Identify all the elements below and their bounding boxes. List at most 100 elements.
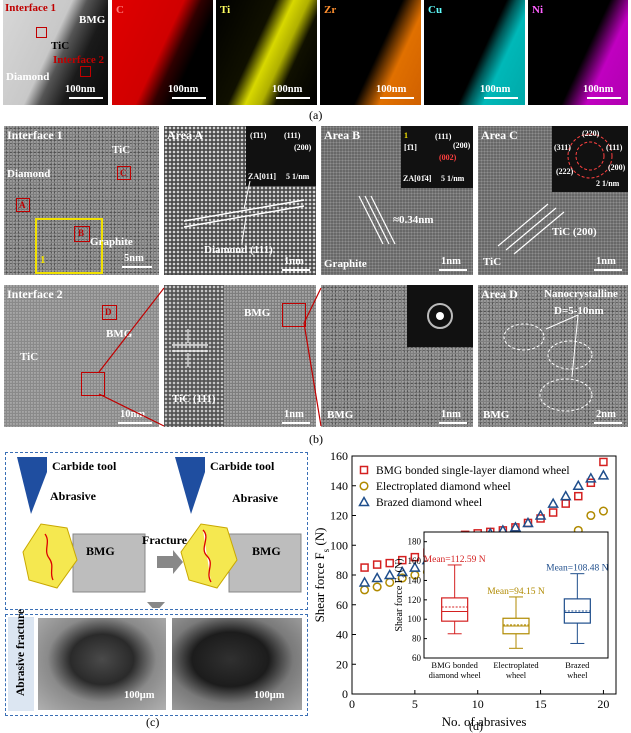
y-tick-label: 160 <box>330 449 348 463</box>
map-ti-scale-bar <box>276 97 310 99</box>
map-cu: Cu 100nm <box>424 0 525 105</box>
caption-b: (b) <box>309 432 323 446</box>
area-a-fft: (1̄11) (111) (200) ZA[011] 5 1/nm <box>246 126 316 186</box>
area-d-title: Area D <box>481 287 518 301</box>
area-a-scale: 1nm <box>284 256 304 267</box>
area-d-scale-bar <box>594 422 622 424</box>
area-a-letter: A <box>19 200 26 210</box>
map-zr-scale-bar <box>380 97 414 99</box>
data-point-2 <box>585 472 597 483</box>
inset-cat-2: wheel <box>506 670 527 680</box>
area-b-fringes <box>358 195 396 245</box>
area-d-letter: D <box>105 307 112 317</box>
data-point-2 <box>383 568 396 580</box>
tic111-label: TiC (111) <box>172 393 216 405</box>
region-1-box <box>35 218 103 274</box>
y-tick-label: 60 <box>336 598 348 612</box>
map-ni-label: Ni <box>532 4 543 16</box>
data-point-1 <box>397 573 407 583</box>
map-ti-label: Ti <box>220 4 231 16</box>
size-label: D=5-10nm <box>554 305 604 317</box>
data-point-2 <box>559 490 572 501</box>
x-tick-label: 20 <box>597 697 609 711</box>
amorphous-rings <box>427 303 453 329</box>
inset-cat-2: wheel <box>567 670 588 680</box>
area-c-fringes <box>497 203 565 255</box>
sem-image-1: 100μm <box>38 618 166 710</box>
legend-marker-1 <box>359 481 369 491</box>
y-tick-label: 0 <box>342 687 348 701</box>
map-ni: Ni 100nm <box>528 0 628 105</box>
bmg-label: BMG <box>244 307 271 319</box>
data-point-2 <box>396 565 409 577</box>
interface1-title: Interface 1 <box>7 128 63 142</box>
area-c-image: Area C (220) (311) (111) (200) (222) 2 1… <box>478 126 628 275</box>
data-point-2 <box>509 521 522 532</box>
carbide-tool-2-label: Carbide tool <box>210 459 275 473</box>
inset-y-tick-label: 140 <box>408 575 422 585</box>
data-point-0 <box>410 552 420 562</box>
area-c-bottom: TiC <box>483 256 502 268</box>
zoom-scale: 1nm <box>284 409 304 420</box>
zoom-connectors <box>98 287 322 427</box>
y-axis-label: Shear force Fs (N) <box>312 528 331 623</box>
inset-y-tick-label: 60 <box>412 653 422 663</box>
diamond-label: Diamond <box>7 168 51 180</box>
fracture-label: Fracture <box>142 533 188 547</box>
data-point-0 <box>360 563 369 572</box>
legend-marker-2 <box>358 495 370 507</box>
map-cu-label: Cu <box>428 4 443 16</box>
fft-a-1-11: (1̄11) <box>250 131 267 140</box>
map-c-scale-bar <box>172 97 206 99</box>
shear-force-chart: 0 20 40 60 80 100 120 140 160 0 5 10 15 20 No. of abra… <box>312 449 617 733</box>
data-point-1 <box>360 585 370 595</box>
stem-image: Interface 1 BMG TiC Interface 2 Diamond … <box>3 0 108 105</box>
area-c-letter: C <box>120 168 127 178</box>
interface1-label: Interface 1 <box>5 2 57 14</box>
abrasive-1-label: Abrasive <box>50 489 96 503</box>
interface1-scale: 5nm <box>124 253 144 264</box>
bmg-saed <box>407 285 473 347</box>
interface2-title: Interface 2 <box>7 287 63 301</box>
interface2-label: Interface 2 <box>53 54 105 66</box>
bmg-scale: 1nm <box>441 409 461 420</box>
carbide-tool-2 <box>175 457 205 514</box>
legend-label-2: Brazed diamond wheel <box>376 497 482 509</box>
area-d-scale: 2nm <box>596 409 616 420</box>
data-point-0 <box>586 478 596 488</box>
zoom-scale-bar <box>282 422 310 424</box>
map-cu-scale: 100nm <box>480 84 511 95</box>
data-point-2 <box>522 516 534 528</box>
inset-y-tick-label: 80 <box>412 634 422 644</box>
data-point-0 <box>599 457 608 467</box>
map-c: C 100nm <box>112 0 213 105</box>
box <box>441 597 469 622</box>
y-tick-label: 80 <box>336 568 348 582</box>
scale-bar <box>69 97 103 99</box>
y-tick-label: 120 <box>330 509 348 523</box>
data-point-0 <box>561 499 570 508</box>
data-point-0 <box>372 560 382 569</box>
inset-y-tick-label: 160 <box>408 556 422 566</box>
fft-c-220: (220) <box>582 129 600 138</box>
area-c-scale-bar <box>594 269 622 271</box>
y-tick-label: 140 <box>330 479 348 493</box>
area-d-image: Area D Nanocrystalline D=5-10nm BMG 2nm <box>478 285 628 427</box>
area-b-fft: 1 (111) [1̄1] (200) (002) ZA[01̄4] 5 1/n… <box>401 126 473 188</box>
map-ni-scale-bar <box>587 97 621 99</box>
interface2-box <box>80 66 91 77</box>
area-a-annot: Diamond (111) <box>204 244 273 256</box>
area-b-bottom: Graphite <box>324 258 367 270</box>
bmg-scale-bar <box>439 422 467 424</box>
interface1-image: Interface 1 TiC C Diamond A Graphite B 1… <box>4 126 159 275</box>
mean-label: Mean=94.15 N <box>487 587 545 597</box>
area-c-fft: (220) (311) (111) (200) (222) 2 1/nm <box>552 126 628 192</box>
fft-c-311: (311) <box>554 143 571 152</box>
inset-y-axis-label: Shear force Fs (N) <box>394 559 408 632</box>
legend-label-0: BMG bonded single-layer diamond wheel <box>376 465 570 477</box>
bmg-1-label: BMG <box>86 544 115 558</box>
y-tick-label: 20 <box>336 657 348 671</box>
graphite-label: Graphite <box>90 236 133 248</box>
data-point-2 <box>547 497 559 508</box>
sem-image-2: 100μm <box>172 618 302 710</box>
